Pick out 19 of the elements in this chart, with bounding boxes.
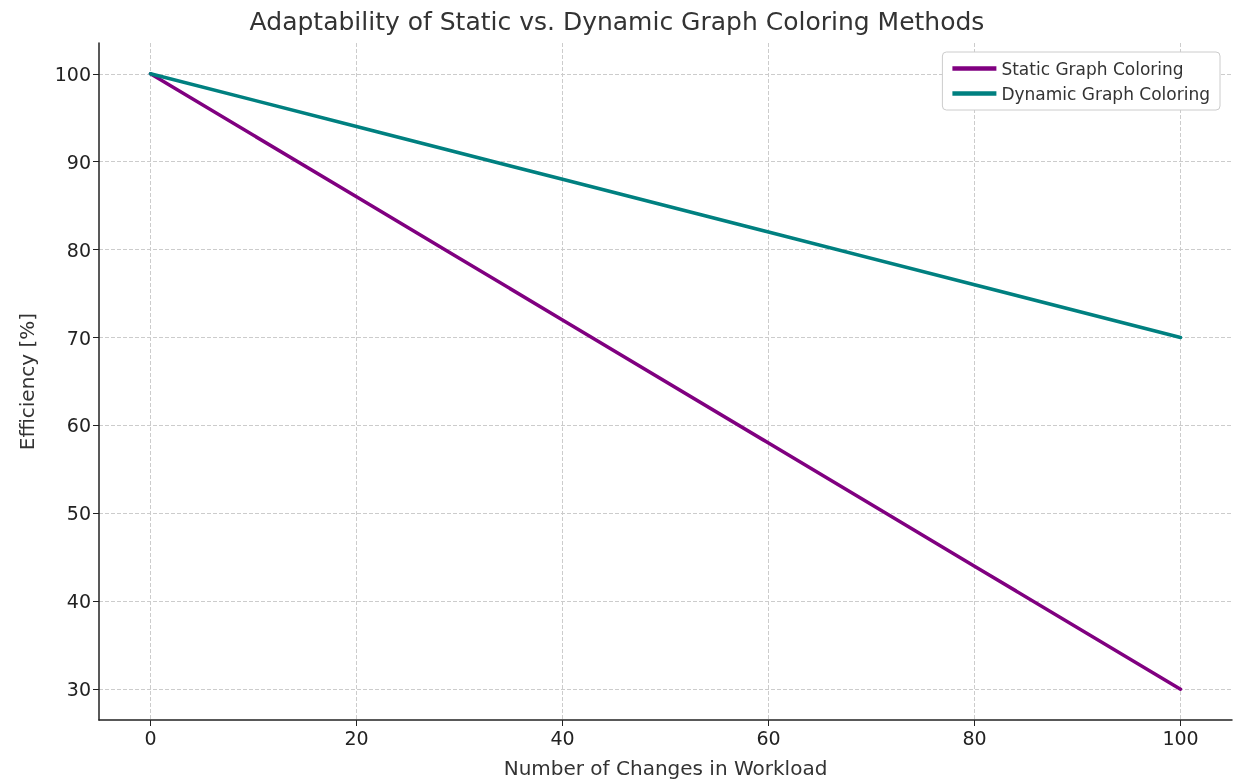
legend-label: Dynamic Graph Coloring — [1001, 83, 1211, 104]
legend-label: Static Graph Coloring — [1001, 58, 1184, 79]
x-axis-title: Number of Changes in Workload — [503, 756, 828, 780]
y-tick-label: 70 — [66, 326, 91, 349]
chart-title: Adaptability of Static vs. Dynamic Graph Coloring Methods — [249, 7, 985, 36]
y-tick-label: 80 — [66, 238, 91, 261]
x-tick-label: 60 — [756, 726, 781, 749]
x-tick-label: 40 — [550, 726, 575, 749]
y-tick-label: 100 — [54, 62, 91, 85]
x-tick-label: 0 — [144, 726, 157, 749]
y-axis-title: Efficiency [%] — [15, 312, 39, 451]
y-tick-label: 40 — [66, 590, 91, 613]
y-tick-label: 30 — [66, 678, 91, 701]
y-tick-label: 90 — [66, 150, 91, 173]
x-tick-label: 100 — [1162, 726, 1199, 749]
y-tick-label: 60 — [66, 414, 91, 437]
x-tick-label: 20 — [344, 726, 369, 749]
y-tick-label: 50 — [66, 502, 91, 525]
x-tick-label: 80 — [962, 726, 987, 749]
